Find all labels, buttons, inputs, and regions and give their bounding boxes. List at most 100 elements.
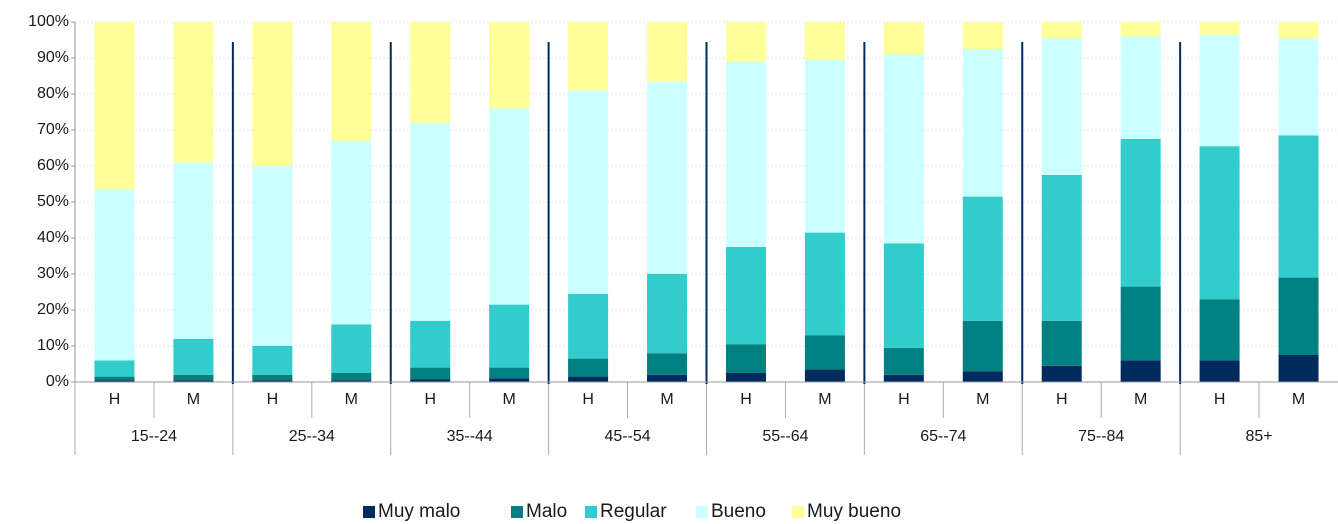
bar-segment [804,232,845,336]
bar-segment [568,22,609,91]
group-label: 35--44 [447,428,493,445]
bar-segment [962,371,1003,382]
legend-label: Muy bueno [807,501,901,522]
bar-segment [410,320,451,368]
group-label: 85+ [1245,428,1272,445]
group-label: 75--84 [1078,428,1124,445]
group-label: 25--34 [289,428,335,445]
group-label: 65--74 [920,428,966,445]
bar-segment [883,22,924,55]
y-tick-label: 0% [46,373,69,390]
x-tick-label: M [1292,391,1305,408]
bar-segment [331,22,372,141]
bar-segment [331,140,372,325]
bar-segment [568,90,609,294]
bar-segment [568,358,609,377]
bar-segment [173,374,214,381]
x-tick-label: H [109,391,121,408]
x-tick-label: H [582,391,594,408]
bar-segment [725,373,766,382]
legend-swatch [792,506,804,518]
x-tick-label: M [660,391,673,408]
legend-label: Malo [526,501,567,522]
bar-segment [489,22,530,109]
y-tick-label: 90% [37,49,69,66]
bar-segment [1278,135,1319,278]
bar-segment [1041,38,1082,176]
bar-segment [647,353,688,375]
bar-segment [1041,320,1082,366]
bar-segment [725,22,766,62]
x-tick-label: H [424,391,436,408]
legend-label: Bueno [711,501,766,522]
bar-segment [804,335,845,370]
bar-segment [331,380,372,382]
group-label: 15--24 [131,428,177,445]
bar-segment [883,54,924,244]
bar-segment [1120,22,1161,37]
group-label: 55--64 [762,428,808,445]
bar-segment [1120,139,1161,287]
y-tick-label: 20% [37,301,69,318]
bar-segment [1041,365,1082,382]
bar-segment [804,22,845,60]
group-label: 45--54 [604,428,650,445]
bar-segment [1199,146,1240,300]
x-tick-label: H [1056,391,1068,408]
bar-segment [1199,299,1240,361]
bar-segment [647,22,688,82]
bar-segment [94,360,135,377]
bar-segment [94,380,135,382]
bar-segment [410,122,451,321]
bar-segment [331,324,372,373]
bar-segment [725,61,766,247]
legend-swatch [696,506,708,518]
x-tick-label: M [187,391,200,408]
x-tick-label: H [898,391,910,408]
bar-segment [173,162,214,339]
bar-segment [962,196,1003,321]
bar-segment [883,374,924,382]
bar-segment [725,344,766,373]
bar-segment [94,189,135,361]
bar-segment [94,376,135,381]
y-tick-label: 60% [37,157,69,174]
legend-swatch [363,506,375,518]
bar-segment [1041,175,1082,321]
bar-segment [568,376,609,382]
bar-segment [489,304,530,368]
legend-label: Regular [600,501,667,522]
bar-segment [804,369,845,382]
y-tick-label: 40% [37,229,69,246]
bar-segment [1120,360,1161,382]
bar-segment [725,247,766,345]
bar-segment [962,49,1003,197]
bar-segment [1278,277,1319,355]
bar-segment [1041,22,1082,39]
bar-segment [1199,22,1240,35]
bar-segment [883,347,924,375]
bar-segment [489,378,530,382]
bar-segment [1199,34,1240,147]
x-tick-label: H [740,391,752,408]
x-tick-label: M [818,391,831,408]
legend-swatch [511,506,523,518]
y-tick-label: 30% [37,265,69,282]
bar-segment [252,380,293,382]
bar-segment [647,81,688,275]
x-tick-label: M [1134,391,1147,408]
bar-segment [883,243,924,348]
x-tick-label: H [1214,391,1226,408]
bar-segment [1278,22,1319,39]
bar-segment [1199,360,1240,382]
bar-segment [1278,355,1319,382]
x-tick-label: M [502,391,515,408]
bar-segment [252,22,293,166]
bar-segment [489,108,530,305]
legend-label: Muy malo [378,501,460,522]
bar-segment [647,374,688,382]
y-tick-label: 100% [28,13,69,30]
x-tick-label: H [267,391,279,408]
bar-segment [173,22,214,163]
